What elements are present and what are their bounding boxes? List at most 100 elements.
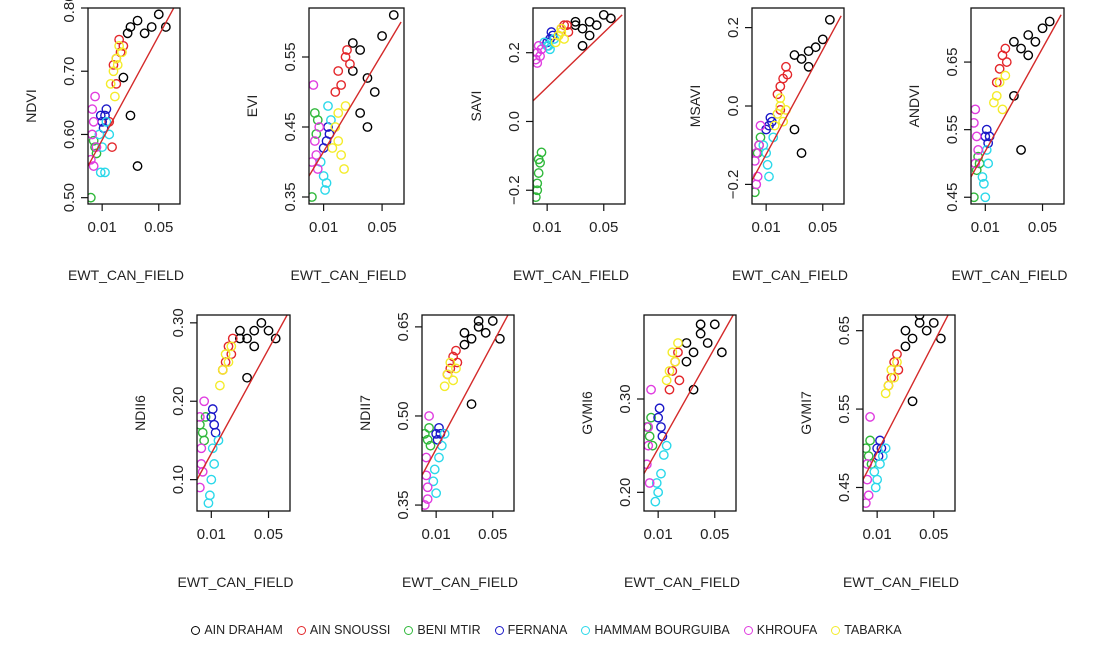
y-tick-label: 0.65 <box>395 312 412 341</box>
data-point <box>199 435 210 446</box>
data-point <box>863 490 874 501</box>
data-point <box>263 325 274 336</box>
data-point <box>789 124 800 135</box>
x-axis-label: EWT_CAN_FIELD <box>291 267 407 283</box>
y-tick-label: 0.20 <box>170 387 187 416</box>
data-point <box>473 316 484 326</box>
legend-item: KHROUFA <box>743 623 817 637</box>
plot-frame <box>970 7 1065 205</box>
data-point <box>664 366 675 376</box>
y-axis-label: SAVI <box>468 91 484 122</box>
data-point <box>111 78 122 89</box>
data-point <box>688 347 699 358</box>
data-point <box>889 372 900 383</box>
data-point <box>422 482 433 493</box>
regression-line <box>309 21 402 177</box>
data-point <box>377 31 387 41</box>
data-point <box>880 443 891 454</box>
data-point <box>971 117 979 128</box>
data-point <box>781 61 791 72</box>
data-point <box>651 478 662 488</box>
y-axis-label: NDII6 <box>132 395 148 431</box>
data-point <box>434 422 444 433</box>
y-tick-label: 0.35 <box>282 182 299 211</box>
legend-item: BENI MTIR <box>404 623 481 637</box>
data-point <box>702 338 713 348</box>
data-point <box>681 356 692 367</box>
data-point <box>646 412 656 423</box>
data-point <box>309 157 317 167</box>
data-point <box>355 45 366 55</box>
data-point <box>107 142 117 152</box>
y-tick-label: 0.50 <box>61 183 78 212</box>
data-point <box>533 168 544 178</box>
y-tick-label: 0.80 <box>61 0 78 23</box>
x-tick-label: 0.05 <box>144 219 173 236</box>
data-point <box>256 317 267 328</box>
y-tick-label: 0.55 <box>282 42 299 71</box>
regression-line <box>197 315 288 480</box>
data-point <box>88 161 99 171</box>
data-point <box>988 97 999 108</box>
data-point <box>1000 43 1011 54</box>
data-point <box>207 443 218 454</box>
y-tick-label: 0.65 <box>836 316 853 345</box>
data-point <box>109 91 120 102</box>
y-tick-label: 0.55 <box>944 115 961 144</box>
data-point <box>210 427 221 438</box>
data-point <box>336 80 347 90</box>
data-point <box>533 154 544 165</box>
data-point <box>309 192 317 202</box>
data-point <box>314 122 325 132</box>
data-point <box>907 333 918 344</box>
data-point <box>445 363 456 374</box>
x-tick-label: 0.05 <box>589 219 618 236</box>
data-point <box>445 357 456 368</box>
y-tick-label: 0.0 <box>506 111 523 132</box>
data-point <box>656 422 666 432</box>
legend-marker <box>404 625 414 635</box>
scatter-panel: 0.01 0.05 0.45 0.55 0.65 ANDVI EWT_CAN_FIELD <box>906 7 1067 283</box>
data-point <box>644 431 655 442</box>
data-point <box>204 490 215 501</box>
data-point <box>448 375 459 386</box>
data-point <box>973 145 984 155</box>
data-point <box>991 77 1002 88</box>
data-point <box>197 412 205 422</box>
points-group <box>644 319 727 507</box>
data-point <box>270 333 281 344</box>
y-tick-label: 0.60 <box>61 120 78 149</box>
y-axis-label: NDII7 <box>357 395 373 431</box>
plot-frame <box>532 7 626 205</box>
data-point <box>646 384 656 395</box>
data-point <box>775 81 786 92</box>
y-tick-label: 0.30 <box>617 384 634 413</box>
legend-label: TABARKA <box>844 623 902 637</box>
legend-item: FERNANA <box>494 623 567 637</box>
data-point <box>223 357 234 367</box>
data-point <box>752 179 762 190</box>
data-point <box>673 347 683 358</box>
data-point <box>311 150 322 160</box>
data-point <box>369 87 380 97</box>
data-point <box>577 23 588 34</box>
data-point <box>442 369 453 380</box>
data-point <box>95 167 106 178</box>
x-axis-label: EWT_CAN_FIELD <box>624 574 740 590</box>
x-tick-label: 0.01 <box>752 219 781 236</box>
data-point <box>1044 16 1055 27</box>
scatter-panel: 0.01 0.05 0.35 0.50 0.65 NDII7 EWT_CAN_FIELD <box>357 312 518 590</box>
x-tick-label: 0.05 <box>478 526 507 543</box>
legend-label: HAMMAM BOURGUIBA <box>594 623 730 637</box>
data-point <box>207 404 218 414</box>
data-point <box>775 93 786 104</box>
data-point <box>111 53 122 64</box>
data-point <box>980 192 991 203</box>
y-tick-label: 0.55 <box>836 394 853 423</box>
scatter-panel: 0.01 0.05 0.20 0.30 GVMI6 EWT_CAN_FIELD <box>579 314 740 590</box>
data-point <box>100 167 110 178</box>
y-tick-label: 0.20 <box>617 478 634 507</box>
data-point <box>865 435 875 446</box>
data-point <box>1016 43 1026 54</box>
data-point <box>658 450 669 460</box>
